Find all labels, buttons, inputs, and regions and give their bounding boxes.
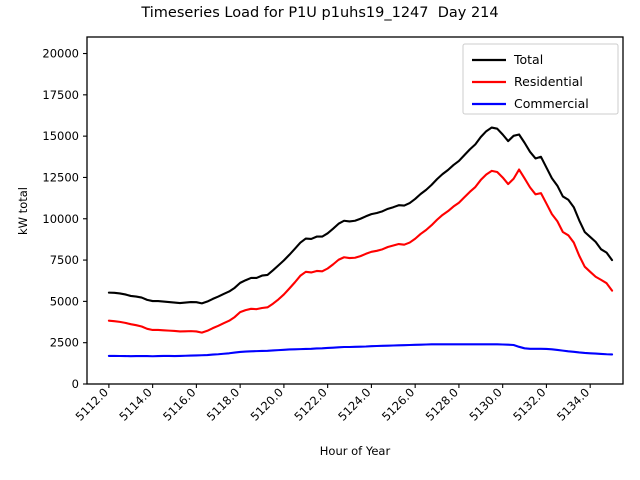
y-tick-label: 2500 bbox=[50, 336, 79, 350]
y-axis-ticks: 0 2500 5000 7500 10000 12500 15000 17500 20000 bbox=[42, 47, 87, 391]
chart-legend[interactable]: Total Residential Commercial bbox=[462, 43, 619, 115]
x-axis-label: Hour of Year bbox=[320, 444, 391, 458]
legend-label-total: Total bbox=[513, 52, 543, 67]
y-tick-label: 15000 bbox=[42, 129, 79, 143]
y-tick-label: 7500 bbox=[50, 253, 79, 267]
x-tick-label: 5124.0 bbox=[335, 385, 373, 423]
y-axis-label: kW total bbox=[16, 187, 30, 235]
chart-title: Timeseries Load for P1U p1uhs19_1247 Day… bbox=[141, 5, 499, 21]
y-tick-label: 20000 bbox=[42, 47, 79, 61]
y-tick-label: 0 bbox=[72, 377, 79, 391]
x-tick-label: 5118.0 bbox=[204, 385, 242, 423]
legend-label-residential: Residential bbox=[514, 74, 583, 89]
x-tick-label: 5130.0 bbox=[466, 385, 504, 423]
y-tick-label: 5000 bbox=[50, 294, 79, 308]
x-tick-label: 5120.0 bbox=[248, 385, 286, 423]
x-axis-ticks: 5112.0 5114.0 5116.0 5118.0 5120.0 5122.0 5124… bbox=[73, 384, 592, 424]
data-series-group bbox=[107, 126, 614, 358]
plot-frame bbox=[86, 36, 624, 385]
x-tick-label: 5114.0 bbox=[116, 385, 154, 423]
x-tick-label: 5126.0 bbox=[379, 385, 417, 423]
series-line-residential bbox=[107, 168, 614, 334]
series-line-commercial bbox=[107, 343, 614, 358]
x-tick-label: 5134.0 bbox=[554, 385, 592, 423]
x-tick-label: 5128.0 bbox=[423, 385, 461, 423]
legend-label-commercial: Commercial bbox=[514, 96, 589, 111]
series-line-total bbox=[107, 126, 614, 305]
x-tick-label: 5122.0 bbox=[291, 385, 329, 423]
legend-background bbox=[462, 43, 619, 115]
x-tick-label: 5116.0 bbox=[160, 385, 198, 423]
y-tick-label: 17500 bbox=[42, 88, 79, 102]
y-tick-label: 12500 bbox=[42, 170, 79, 184]
y-tick-label: 10000 bbox=[42, 212, 79, 226]
x-tick-label: 5132.0 bbox=[510, 385, 548, 423]
